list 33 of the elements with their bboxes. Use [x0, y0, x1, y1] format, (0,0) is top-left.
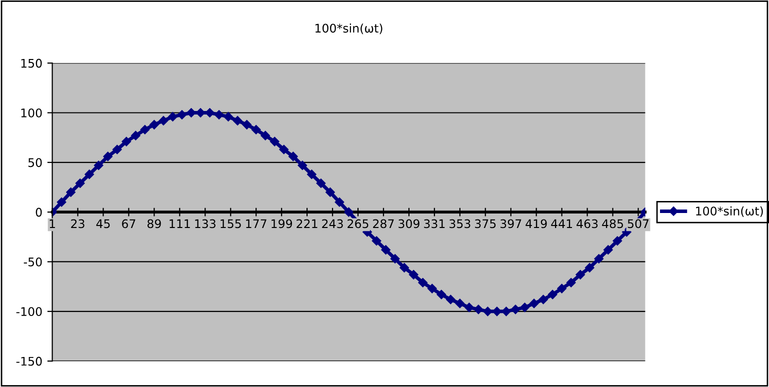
x-tick-label: 89 — [147, 219, 161, 228]
x-tick-label: 45 — [96, 219, 110, 228]
x-tick-label: 463 — [576, 219, 598, 228]
legend-label: 100*sin(ωt) — [696, 206, 763, 217]
x-tick-label: 375 — [475, 219, 496, 228]
x-tick-label: 155 — [220, 219, 241, 228]
x-tick-label: 133 — [195, 219, 216, 228]
x-tick-label: 111 — [170, 219, 190, 228]
x-tick-label: 485 — [602, 219, 623, 228]
x-tick-label: 67 — [122, 219, 136, 228]
y-tick-label: -150 — [16, 356, 42, 366]
x-tick-label: 265 — [348, 219, 368, 228]
x-tick-label: 221 — [296, 219, 318, 228]
chart-title: 100*sin(ωt) — [316, 24, 382, 34]
x-tick-label: 309 — [398, 219, 420, 228]
x-tick-label: 177 — [246, 219, 266, 228]
x-tick-label: 353 — [450, 219, 470, 228]
x-tick-label: 199 — [272, 219, 292, 228]
x-tick-label: 419 — [526, 219, 547, 228]
x-tick-label: 397 — [500, 219, 522, 228]
x-tick-label: 1 — [50, 219, 55, 228]
x-tick-label: 243 — [322, 219, 343, 228]
y-tick-label: 150 — [21, 58, 42, 68]
x-tick-label: 287 — [373, 219, 394, 228]
x-tick-label: 507 — [628, 219, 648, 228]
y-tick-label: -100 — [16, 307, 42, 316]
x-tick-label: 23 — [71, 219, 84, 228]
y-tick-label: 100 — [21, 108, 42, 118]
x-tick-label: 331 — [424, 219, 445, 228]
y-tick-label: 50 — [28, 158, 42, 168]
x-tick-label: 441 — [551, 219, 572, 228]
y-tick-label: -50 — [24, 257, 42, 266]
y-tick-label: 0 — [36, 208, 42, 217]
